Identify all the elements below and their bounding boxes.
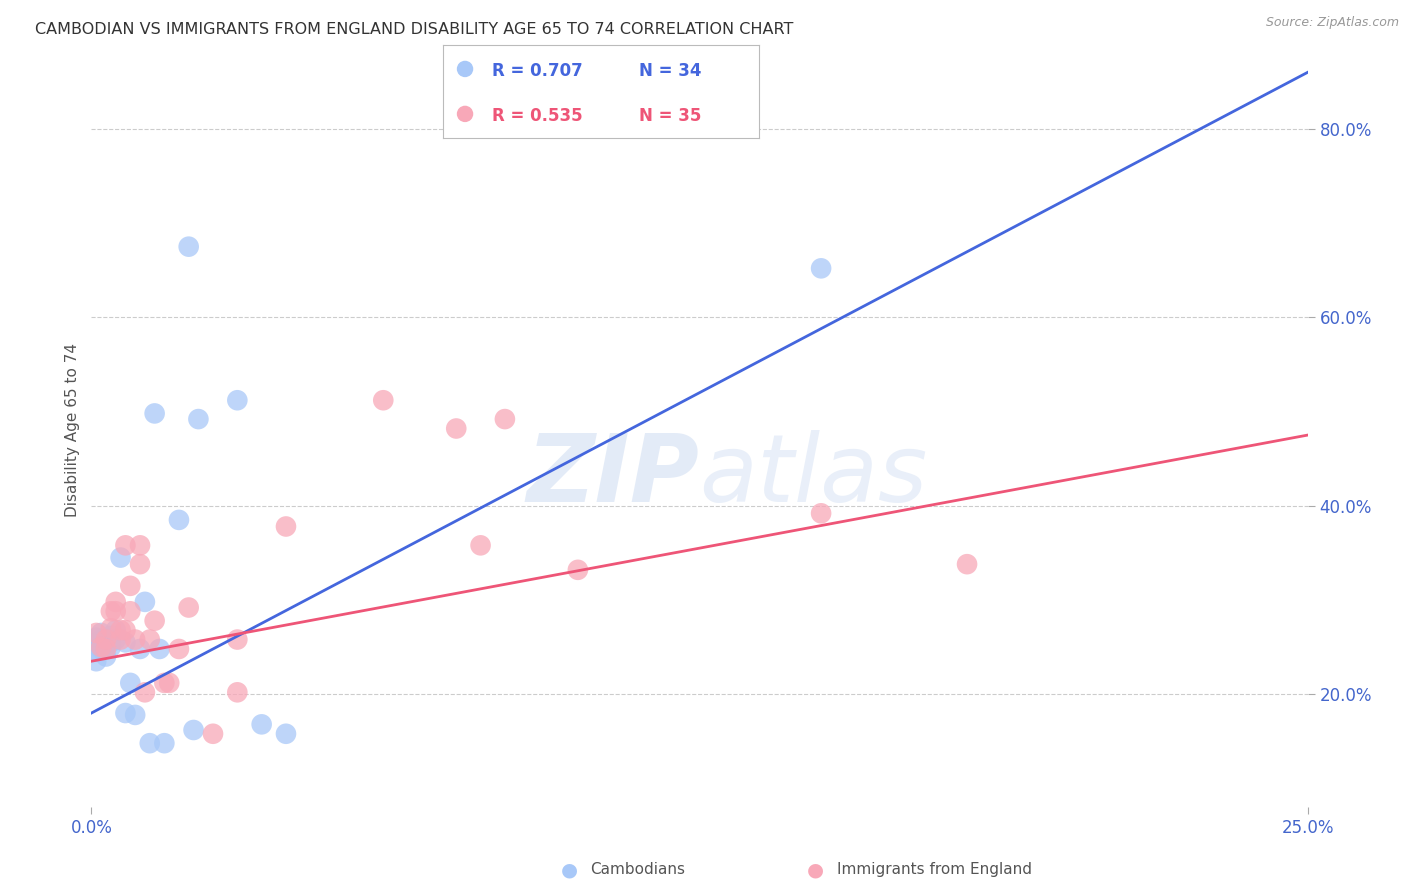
Point <box>94 632 117 647</box>
Point <box>120 579 142 593</box>
Point <box>114 635 136 649</box>
Point <box>114 538 136 552</box>
Point <box>226 632 249 647</box>
Point <box>114 706 136 720</box>
Point <box>470 538 492 552</box>
Point <box>202 727 225 741</box>
Text: ZIP: ZIP <box>527 430 699 522</box>
Point <box>94 638 117 652</box>
Point <box>274 519 297 533</box>
Text: R = 0.535: R = 0.535 <box>492 107 582 125</box>
Point <box>810 506 832 520</box>
Text: Immigrants from England: Immigrants from England <box>837 863 1032 877</box>
Text: N = 34: N = 34 <box>640 62 702 79</box>
Point <box>274 727 297 741</box>
Text: ●: ● <box>807 860 824 880</box>
Point <box>124 707 146 722</box>
Text: R = 0.707: R = 0.707 <box>492 62 582 79</box>
Point <box>177 240 200 254</box>
Point <box>143 614 166 628</box>
Point <box>153 736 176 750</box>
Point <box>250 717 273 731</box>
Point <box>84 645 107 659</box>
Point <box>226 393 249 408</box>
Point <box>139 736 162 750</box>
Point <box>84 631 107 645</box>
Point <box>90 632 112 647</box>
Point <box>110 632 132 647</box>
Point <box>120 604 142 618</box>
Point <box>167 642 190 657</box>
Point <box>90 640 112 654</box>
Point <box>100 635 122 649</box>
Point <box>454 62 477 76</box>
Point <box>104 595 127 609</box>
Text: atlas: atlas <box>699 430 928 521</box>
Point <box>104 604 127 618</box>
Point <box>129 557 152 571</box>
Point <box>153 676 176 690</box>
Text: CAMBODIAN VS IMMIGRANTS FROM ENGLAND DISABILITY AGE 65 TO 74 CORRELATION CHART: CAMBODIAN VS IMMIGRANTS FROM ENGLAND DIS… <box>35 22 793 37</box>
Point <box>94 649 117 664</box>
Point <box>90 626 112 640</box>
Point <box>134 685 156 699</box>
Text: Source: ZipAtlas.com: Source: ZipAtlas.com <box>1265 16 1399 29</box>
Point <box>444 421 467 435</box>
Point <box>183 723 205 737</box>
Point <box>226 685 249 699</box>
Point <box>84 654 107 668</box>
Text: ●: ● <box>561 860 578 880</box>
Point <box>104 623 127 637</box>
Point <box>100 629 122 643</box>
Point <box>373 393 395 408</box>
Point <box>494 412 516 426</box>
Point <box>110 550 132 565</box>
Point <box>134 595 156 609</box>
Point <box>187 412 209 426</box>
Point <box>143 406 166 420</box>
Text: Cambodians: Cambodians <box>591 863 686 877</box>
Point <box>124 632 146 647</box>
Point <box>129 538 152 552</box>
Point <box>139 632 162 647</box>
Point <box>110 623 132 637</box>
Point <box>120 676 142 690</box>
Point <box>114 623 136 637</box>
Point <box>100 604 122 618</box>
Point <box>177 600 200 615</box>
Point <box>167 513 190 527</box>
Point <box>94 642 117 657</box>
Point <box>810 261 832 276</box>
Point <box>157 676 180 690</box>
Point <box>100 621 122 635</box>
Point <box>567 563 589 577</box>
Point <box>956 557 979 571</box>
Point <box>84 635 107 649</box>
Point <box>454 107 477 121</box>
Point <box>129 642 152 657</box>
Text: N = 35: N = 35 <box>640 107 702 125</box>
Point <box>148 642 170 657</box>
Point <box>94 632 117 647</box>
Point <box>84 626 107 640</box>
Point <box>104 632 127 647</box>
Point <box>100 640 122 654</box>
Y-axis label: Disability Age 65 to 74: Disability Age 65 to 74 <box>65 343 80 517</box>
Point <box>90 642 112 657</box>
